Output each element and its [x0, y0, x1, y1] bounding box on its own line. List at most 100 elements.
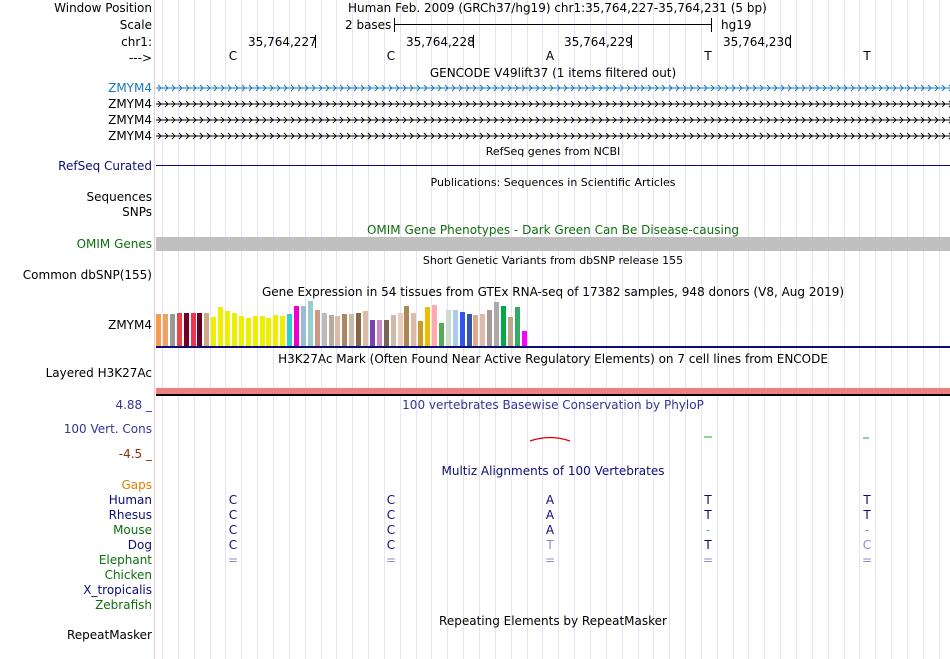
- gtex-tissue-bar[interactable]: [438, 323, 444, 346]
- omim-phenotype-bar[interactable]: [156, 237, 950, 251]
- h3k27ac-track-label[interactable]: Layered H3K27Ac: [45, 366, 152, 380]
- gtex-tissue-bar[interactable]: [335, 316, 341, 346]
- gtex-tissue-bar[interactable]: [473, 315, 479, 346]
- gencode-transcript-line[interactable]: [156, 116, 950, 124]
- multiz-track-title[interactable]: Multiz Alignments of 100 Vertebrates: [441, 464, 665, 478]
- gtex-tissue-bar[interactable]: [176, 313, 182, 346]
- gtex-tissue-bar[interactable]: [514, 307, 520, 346]
- species-label[interactable]: X_tropicalis: [83, 583, 152, 597]
- dbsnp-track-title[interactable]: Short Genetic Variants from dbSNP releas…: [422, 254, 684, 267]
- gtex-tissue-bar[interactable]: [238, 316, 244, 346]
- alignment-base: T: [863, 508, 871, 522]
- multiz-gaps-label[interactable]: Gaps: [121, 478, 152, 492]
- gtex-tissue-bar[interactable]: [273, 315, 279, 346]
- alignment-base: C: [386, 538, 396, 552]
- pubs-snps-label[interactable]: SNPs: [122, 205, 152, 219]
- gtex-tissue-bar[interactable]: [287, 314, 293, 346]
- species-label[interactable]: Chicken: [104, 568, 152, 582]
- gtex-tissue-bar[interactable]: [197, 313, 203, 346]
- gtex-tissue-bar[interactable]: [501, 306, 506, 346]
- gtex-tissue-bar[interactable]: [259, 316, 265, 346]
- gtex-tissue-bar[interactable]: [252, 316, 258, 346]
- gtex-tissue-bar[interactable]: [397, 313, 403, 346]
- gtex-tissue-bar[interactable]: [466, 314, 472, 346]
- scale-label: Scale: [119, 18, 152, 32]
- gtex-tissue-bar[interactable]: [183, 313, 189, 346]
- phylop-track-label[interactable]: 100 Vert. Cons: [63, 422, 152, 436]
- strand-arrow[interactable]: --->: [128, 51, 152, 65]
- gtex-tissue-bar[interactable]: [521, 331, 527, 346]
- gencode-transcript-label[interactable]: ZMYM4: [108, 113, 152, 127]
- gtex-tissue-bar[interactable]: [459, 312, 465, 346]
- gtex-tissue-bar[interactable]: [411, 313, 417, 346]
- pubs-track-title[interactable]: Publications: Sequences in Scientific Ar…: [430, 176, 676, 189]
- gtex-tissue-bar[interactable]: [211, 317, 217, 346]
- pubs-sequences-label[interactable]: Sequences: [86, 190, 152, 204]
- gtex-tissue-bar[interactable]: [266, 318, 272, 346]
- gencode-transcript-label[interactable]: ZMYM4: [108, 129, 152, 143]
- gtex-tissue-bar[interactable]: [418, 321, 424, 346]
- gtex-tissue-bar[interactable]: [156, 314, 161, 346]
- h3k27ac-signal-bar[interactable]: [156, 388, 950, 394]
- refseq-track-title[interactable]: RefSeq genes from NCBI: [485, 145, 621, 158]
- gtex-tissue-bar[interactable]: [314, 310, 320, 346]
- repeatmasker-track-label[interactable]: RepeatMasker: [66, 628, 152, 642]
- species-label[interactable]: Human: [108, 493, 152, 507]
- gtex-tissue-bar[interactable]: [390, 315, 396, 346]
- h3k27ac-track-title[interactable]: H3K27Ac Mark (Often Found Near Active Re…: [278, 352, 828, 366]
- refseq-gene-line[interactable]: [156, 165, 950, 166]
- gtex-tissue-bar[interactable]: [169, 314, 175, 346]
- gtex-track-title[interactable]: Gene Expression in 54 tissues from GTEx …: [261, 285, 845, 299]
- gtex-tissue-bar[interactable]: [245, 318, 251, 346]
- gtex-tissue-bar[interactable]: [376, 320, 382, 346]
- gencode-transcript-line[interactable]: [156, 100, 950, 108]
- species-label[interactable]: Elephant: [98, 553, 152, 567]
- gtex-tissue-bar[interactable]: [480, 314, 486, 346]
- species-label[interactable]: Rhesus: [108, 508, 152, 522]
- gencode-transcript-label[interactable]: ZMYM4: [108, 97, 152, 111]
- gtex-tissue-bar[interactable]: [190, 313, 196, 346]
- gtex-tissue-bar[interactable]: [356, 313, 362, 346]
- dbsnp-track-label[interactable]: Common dbSNP(155): [22, 268, 152, 282]
- gtex-tissue-bar[interactable]: [307, 301, 313, 346]
- gtex-tissue-bar[interactable]: [204, 313, 210, 346]
- gtex-tissue-bar[interactable]: [404, 306, 410, 346]
- gtex-tissue-bar[interactable]: [300, 306, 306, 346]
- grid-line: [939, 0, 940, 659]
- omim-track-label[interactable]: OMIM Genes: [76, 237, 152, 251]
- gencode-transcript-line[interactable]: [156, 84, 950, 92]
- gtex-tissue-bar[interactable]: [218, 307, 224, 346]
- scale-bar-left-tick: [394, 18, 395, 32]
- gtex-gene-label[interactable]: ZMYM4: [108, 318, 152, 332]
- phylop-signal[interactable]: [156, 430, 950, 450]
- gtex-tissue-bar[interactable]: [328, 315, 334, 346]
- gtex-tissue-bar[interactable]: [349, 314, 355, 346]
- species-label[interactable]: Zebrafish: [95, 598, 152, 612]
- gencode-transcript-label[interactable]: ZMYM4: [108, 81, 152, 95]
- gtex-tissue-bar[interactable]: [225, 311, 230, 346]
- species-label[interactable]: Mouse: [113, 523, 152, 537]
- gencode-track-title[interactable]: GENCODE V49lift37 (1 items filtered out): [429, 66, 677, 80]
- gtex-tissue-bar[interactable]: [445, 310, 451, 346]
- gtex-tissue-bar[interactable]: [342, 314, 348, 346]
- gencode-transcript-line[interactable]: [156, 132, 950, 140]
- gtex-tissue-bar[interactable]: [452, 310, 458, 346]
- repeatmasker-track-title[interactable]: Repeating Elements by RepeatMasker: [439, 614, 667, 628]
- species-label[interactable]: Dog: [127, 538, 152, 552]
- gtex-tissue-bar[interactable]: [321, 313, 327, 346]
- gtex-tissue-bar[interactable]: [369, 320, 375, 346]
- gtex-tissue-bar[interactable]: [280, 316, 286, 346]
- refseq-track-label[interactable]: RefSeq Curated: [58, 159, 152, 173]
- gtex-tissue-bar[interactable]: [294, 306, 299, 346]
- gtex-tissue-bar[interactable]: [487, 310, 493, 346]
- gtex-tissue-bar[interactable]: [425, 307, 431, 346]
- gtex-tissue-bar[interactable]: [507, 317, 513, 346]
- gtex-tissue-bar[interactable]: [383, 320, 389, 346]
- gtex-tissue-bar[interactable]: [363, 311, 368, 346]
- gtex-tissue-bar[interactable]: [231, 313, 237, 346]
- gtex-tissue-bar[interactable]: [162, 314, 168, 346]
- omim-track-title[interactable]: OMIM Gene Phenotypes - Dark Green Can Be…: [366, 223, 740, 237]
- gtex-tissue-bar[interactable]: [432, 305, 437, 346]
- phylop-track-title[interactable]: 100 vertebrates Basewise Conservation by…: [402, 398, 704, 412]
- gtex-tissue-bar[interactable]: [494, 302, 500, 346]
